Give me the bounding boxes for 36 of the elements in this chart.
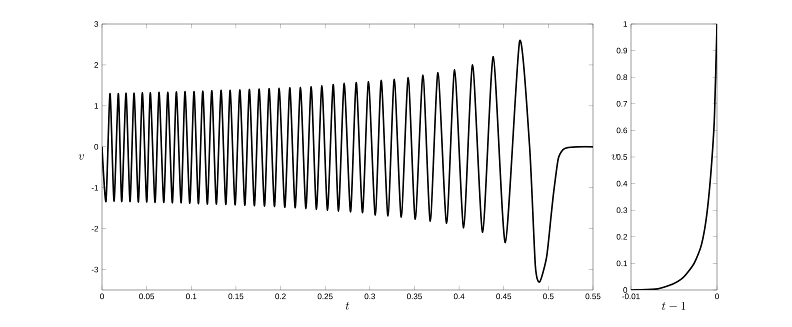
y-tick-label: 3 [94, 21, 98, 27]
y-tick-label: 1 [624, 21, 628, 27]
y-tick-label: 0.5 [616, 154, 628, 160]
x-tick-label: 0.25 [318, 294, 333, 300]
x-tick-label: 0 [100, 294, 104, 300]
y-tick-label: 0.8 [616, 74, 628, 80]
x-tick-label: 0.5 [543, 294, 554, 300]
y-tick-label: 0.7 [616, 100, 628, 107]
y-tick-label: 0 [623, 287, 628, 293]
x-axis-title: $t$ [346, 302, 350, 310]
x-tick-label: 0.1 [186, 294, 196, 300]
y-tick-label: 0.2 [616, 234, 628, 240]
x-tick-label: 0 [715, 294, 719, 300]
y-tick-label: 0.1 [616, 260, 628, 266]
x-tick-label: 0.3 [364, 294, 376, 300]
y-tick-label: 0.6 [616, 128, 628, 134]
x-tick-label: 0.05 [139, 294, 154, 300]
y-tick-label: -3 [92, 266, 98, 272]
x-tick-label: 0.45 [496, 294, 512, 300]
y-tick-label: 0.9 [616, 48, 628, 54]
y-tick-label: 0 [94, 144, 98, 150]
y-tick-label: 0.3 [616, 207, 628, 214]
y-axis-title: $v$ [612, 154, 617, 160]
y-tick-label: -1 [92, 184, 98, 190]
y-tick-label: 0.4 [616, 180, 628, 186]
y-tick-label: 1 [94, 103, 98, 109]
y-tick-label: 2 [94, 62, 98, 68]
y-tick-label: -2 [92, 226, 98, 232]
x-tick-label: 0.55 [586, 294, 600, 300]
x-tick-label: 0.35 [406, 294, 422, 300]
x-tick-label: 0.15 [228, 294, 244, 300]
y-axis-title: $v$ [78, 154, 84, 160]
x-tick-label: 0.2 [275, 294, 286, 300]
x-tick-label: 0.4 [454, 294, 464, 300]
x-tick-label: -0.01 [622, 294, 640, 300]
x-axis-title: $t - 1$ [662, 302, 686, 310]
